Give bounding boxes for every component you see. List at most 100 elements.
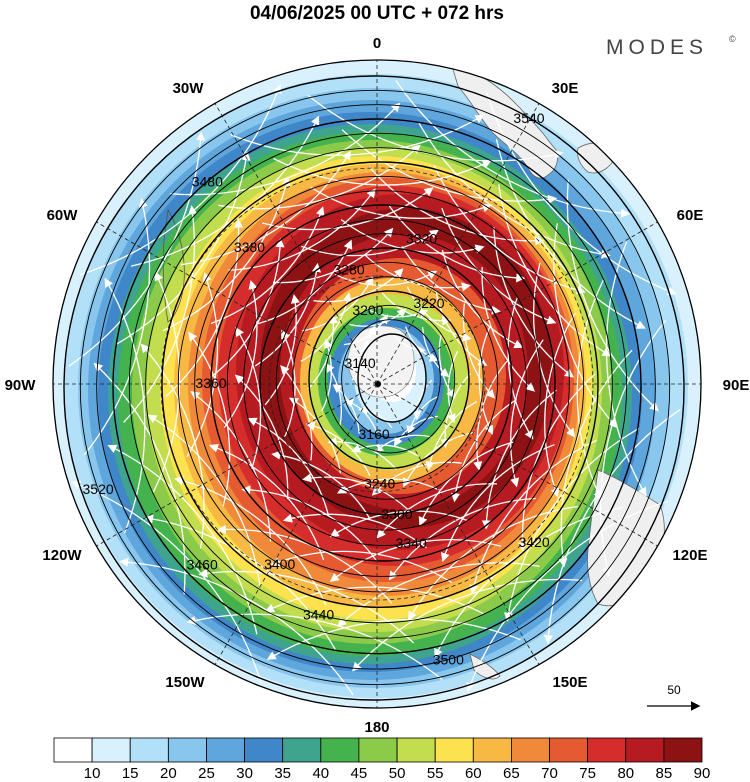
latitude-circle	[160, 167, 594, 601]
streamline-segment	[228, 188, 376, 271]
contour-line-17	[79, 89, 671, 686]
contour-line-0	[357, 333, 427, 423]
reference-vector: 50	[647, 683, 701, 711]
contour-label: 3140	[345, 355, 376, 371]
contour-line-1	[341, 319, 441, 438]
streamline-segment	[218, 144, 421, 210]
colorbar-tick: 55	[427, 765, 444, 782]
streamline-segment	[234, 374, 289, 500]
colorbar-tick: 15	[122, 765, 139, 782]
lon-label-60w: 60W	[47, 207, 79, 224]
streamline-segment	[186, 272, 219, 458]
streamline-segment	[438, 335, 456, 399]
colorbar-tick: 60	[465, 765, 482, 782]
colorbar-swatch	[358, 737, 398, 763]
colorbar-swatch	[625, 737, 665, 763]
streamline-segment	[334, 270, 438, 286]
streamline-segment	[504, 427, 640, 622]
colorbar-swatch	[282, 737, 322, 763]
streamline-segment	[210, 206, 325, 325]
streamline-segment	[576, 279, 604, 501]
lon-label-30w: 30W	[173, 80, 205, 97]
streamline-segment	[325, 362, 342, 427]
streamline-segment	[435, 289, 488, 366]
streamline-segment	[418, 122, 611, 259]
reference-vector-label: 50	[667, 683, 681, 697]
contour-label: 3480	[192, 174, 223, 190]
contour-label: 3320	[406, 231, 437, 247]
streamline-segment	[235, 326, 262, 470]
streamline-segment	[198, 568, 414, 644]
streamline-segment	[395, 80, 631, 218]
colorbar-tick: 45	[351, 765, 368, 782]
streamline-segment	[83, 198, 151, 456]
lon-label-90w: 90W	[5, 377, 37, 394]
streamline-segment	[280, 365, 313, 461]
colorbar-tick: 70	[541, 765, 558, 782]
streamline-segment	[566, 179, 659, 412]
contour-line-10	[194, 190, 570, 577]
streamline-segment	[600, 319, 667, 577]
streamline-segment	[337, 478, 440, 494]
lat-lon-grid	[53, 60, 701, 708]
contour-line-7	[243, 233, 527, 531]
lon-label-60e: 60E	[677, 207, 704, 224]
streamline-segment	[478, 326, 493, 435]
streamline-segment	[466, 500, 669, 692]
lon-label-180: 180	[364, 719, 389, 736]
contour-label: 3440	[303, 607, 334, 623]
colorbar-swatch	[434, 737, 474, 763]
longitude-labels: 0 30E 60E 90E 120E 150E 180 150W 120W 90…	[5, 35, 750, 736]
colorbar-swatch	[91, 737, 131, 763]
colorbar-tick: 65	[503, 765, 520, 782]
streamline-segment	[264, 294, 300, 406]
lon-label-120w: 120W	[42, 547, 82, 564]
contour-label: 3220	[413, 295, 444, 311]
contour-line-14	[128, 132, 628, 639]
streamline-segment	[374, 434, 432, 454]
streamline-segment	[282, 513, 427, 549]
streamline-segment	[302, 275, 374, 332]
colorbar-swatch	[320, 737, 360, 763]
streamline-segment	[247, 417, 330, 516]
streamline-segment	[273, 157, 492, 186]
contour-line-13	[145, 147, 613, 624]
streamline-segment	[440, 444, 555, 563]
contour-line-18	[63, 75, 685, 701]
south-america-coast	[162, 208, 185, 323]
colorbar-tick: 25	[198, 765, 215, 782]
colorbar-swatch	[244, 737, 284, 763]
latitude-circle	[268, 275, 486, 493]
streamline-segment	[352, 578, 583, 672]
streamline-segment	[486, 92, 677, 296]
streamline-segment	[188, 331, 231, 507]
meridian-line	[376, 218, 663, 385]
streamline-segment	[143, 514, 337, 651]
streamline-segment	[368, 166, 545, 246]
streamline-segment	[147, 414, 261, 587]
streamline-segment	[425, 401, 478, 471]
streamline-segment	[393, 415, 438, 447]
contour-label: 3240	[364, 475, 395, 491]
streamline-segment	[388, 205, 526, 283]
streamline-segment	[344, 398, 378, 435]
colorbar-swatch	[206, 737, 245, 763]
streamline-segment	[341, 129, 558, 204]
contour-line-3	[308, 290, 470, 470]
contour-label: 3160	[359, 426, 390, 442]
colorbar-tick: 75	[579, 765, 596, 782]
streamline-segment	[321, 338, 333, 412]
streamline-segment	[498, 184, 612, 357]
contour-label: 3380	[234, 239, 265, 255]
geopotential-contours	[63, 75, 685, 701]
streamline-segment	[329, 539, 502, 582]
streamline-segment	[79, 84, 282, 276]
streamline-segment	[104, 277, 146, 534]
streamline-segment	[270, 550, 453, 584]
colorbar-tick: 20	[160, 765, 177, 782]
streamline-segment	[107, 444, 258, 635]
streamline-segment	[271, 450, 371, 520]
streamline-segment	[358, 405, 393, 429]
streamline-segment	[376, 483, 497, 539]
